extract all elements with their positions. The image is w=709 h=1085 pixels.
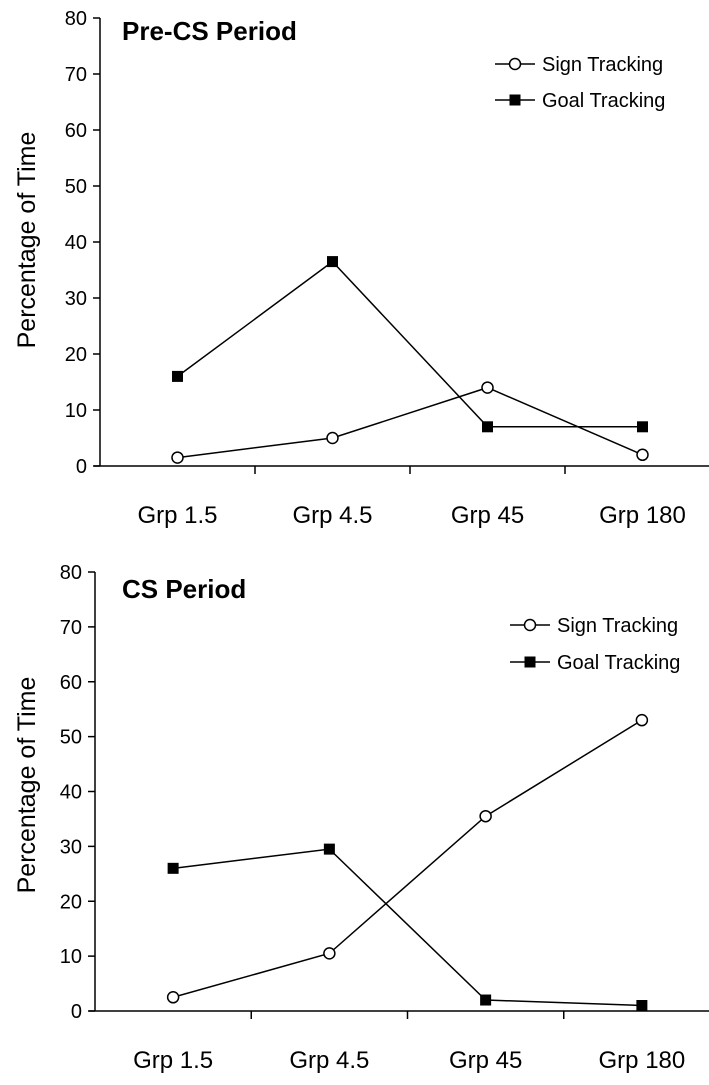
data-point-sign-tracking — [166, 991, 180, 1004]
chart-title: CS Period — [122, 574, 246, 604]
data-point-goal-tracking — [482, 421, 493, 433]
data-point-sign-tracking — [636, 448, 649, 462]
data-point-goal-tracking — [637, 421, 648, 433]
data-point-goal-tracking — [172, 370, 183, 382]
chart-panel-cs: 0 10 20 30 40 50 60 70 80 Grp 1.5 Grp 4.5 Grp 45 Grp… — [0, 555, 709, 1080]
y-tick-label: 80 — [65, 8, 87, 30]
legend: Sign Tracking Goal Tracking — [495, 54, 665, 112]
x-tick-label: Grp 45 — [449, 1047, 522, 1074]
x-tick-label: Grp 1.5 — [137, 502, 217, 529]
legend-marker-sign-tracking — [523, 618, 537, 632]
y-tick-label: 50 — [60, 727, 82, 749]
x-tick-label: Grp 1.5 — [133, 1047, 213, 1074]
y-tick-label: 60 — [65, 120, 87, 142]
data-point-goal-tracking — [323, 843, 335, 855]
series-line-goal-tracking — [173, 848, 642, 1007]
x-tick-label: Grp 4.5 — [292, 502, 372, 529]
data-point-sign-tracking — [635, 713, 649, 727]
x-tick-label: Grp 180 — [599, 502, 686, 529]
legend-label-sign-tracking: Sign Tracking — [557, 615, 678, 637]
legend-label-goal-tracking: Goal Tracking — [557, 652, 680, 674]
y-tick-label: 80 — [60, 562, 82, 584]
data-point-sign-tracking — [323, 947, 336, 960]
legend-marker-goal-tracking — [524, 656, 536, 668]
y-tick-label: 0 — [71, 1001, 82, 1023]
y-tick-label: 30 — [60, 836, 82, 858]
legend-label-sign-tracking: Sign Tracking — [542, 54, 663, 76]
series-line-goal-tracking — [177, 260, 643, 428]
legend: Sign Tracking Goal Tracking — [510, 615, 680, 674]
y-axis-label: Percentage of Time — [13, 677, 41, 894]
line-chart-pre-cs: 0 10 20 30 40 50 60 70 80 Grp 1.5 Grp 4.5 Grp 45 Grp… — [13, 8, 709, 529]
data-point-goal-tracking — [636, 1000, 648, 1012]
y-tick-label: 20 — [60, 891, 82, 913]
y-tick-label: 70 — [65, 64, 87, 86]
data-point-goal-tracking — [327, 256, 338, 268]
x-tick-label: Grp 45 — [451, 502, 524, 529]
chart-panel-pre-cs: 0 10 20 30 40 50 60 70 80 Grp 1.5 Grp 4.5 Grp 45 Grp… — [0, 0, 709, 540]
chart-title: Pre-CS Period — [122, 16, 297, 46]
legend-marker-sign-tracking — [508, 57, 522, 71]
x-tick-label: Grp 180 — [599, 1047, 686, 1074]
legend-marker-goal-tracking — [509, 94, 521, 106]
y-tick-label: 70 — [60, 617, 82, 639]
x-tick-label: Grp 4.5 — [289, 1047, 369, 1074]
data-point-goal-tracking — [480, 994, 492, 1006]
line-chart-cs: 0 10 20 30 40 50 60 70 80 Grp 1.5 Grp 4.5 Grp 45 Grp… — [13, 562, 709, 1074]
data-point-sign-tracking — [479, 809, 492, 823]
series-line-sign-tracking — [177, 386, 643, 459]
data-point-sign-tracking — [171, 451, 184, 464]
y-tick-label: 10 — [60, 946, 82, 968]
series-line-sign-tracking — [172, 719, 643, 999]
y-tick-label: 60 — [60, 672, 82, 694]
y-tick-label: 0 — [76, 456, 87, 478]
y-tick-label: 10 — [65, 400, 87, 422]
y-tick-label: 40 — [60, 782, 82, 804]
y-tick-label: 40 — [65, 232, 87, 254]
data-point-sign-tracking — [481, 381, 494, 394]
y-tick-label: 50 — [65, 176, 87, 198]
y-tick-label: 20 — [65, 344, 87, 366]
y-axis-label: Percentage of Time — [13, 132, 41, 349]
data-point-goal-tracking — [167, 862, 179, 874]
legend-label-goal-tracking: Goal Tracking — [542, 90, 665, 112]
data-point-sign-tracking — [326, 431, 339, 445]
y-tick-label: 30 — [65, 288, 87, 310]
